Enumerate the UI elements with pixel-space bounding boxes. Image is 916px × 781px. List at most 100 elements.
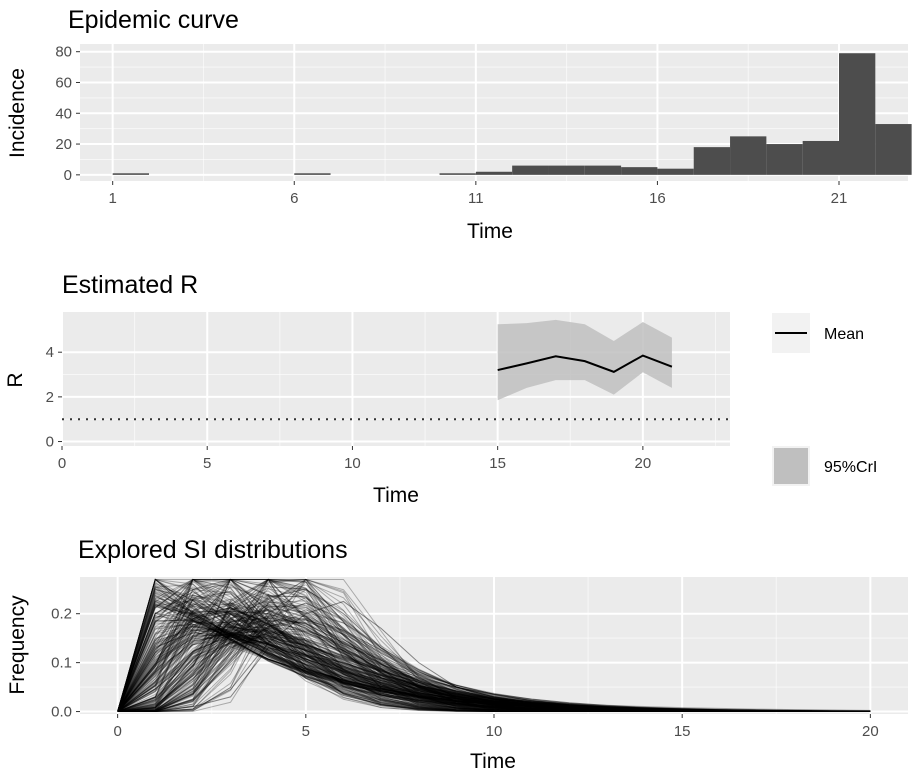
si-curve bbox=[117, 619, 871, 713]
incidence-bar bbox=[730, 136, 767, 175]
si-curve bbox=[117, 578, 871, 713]
si-curve bbox=[117, 588, 871, 713]
si-distributions-y-tick-label: 0.1 bbox=[51, 655, 72, 672]
si-curve bbox=[117, 632, 871, 712]
si-curve bbox=[117, 588, 871, 712]
incidence-bar bbox=[112, 173, 149, 175]
si-curve bbox=[117, 605, 871, 713]
si-curve bbox=[117, 583, 871, 713]
si-curve bbox=[117, 617, 871, 713]
si-curve bbox=[117, 578, 871, 713]
si-curve bbox=[117, 611, 871, 713]
si-curve bbox=[117, 613, 871, 713]
si-curve bbox=[117, 578, 871, 713]
si-curve bbox=[117, 610, 871, 713]
si-curve bbox=[117, 641, 871, 712]
si-curve bbox=[117, 596, 871, 713]
si-curve bbox=[117, 578, 871, 713]
epidemic-curve-y-tick-label: 60 bbox=[55, 74, 72, 91]
legend-95crl-fill-swatch bbox=[774, 448, 808, 484]
si-curve bbox=[117, 610, 871, 713]
incidence-bar bbox=[693, 147, 731, 175]
si-curve-typical bbox=[117, 610, 871, 712]
si-curve bbox=[117, 578, 871, 713]
si-curve bbox=[117, 630, 871, 713]
si-curve bbox=[117, 578, 871, 713]
estimated-r-y-axis-title: R bbox=[4, 372, 27, 387]
si-curve bbox=[117, 600, 871, 712]
si-curve bbox=[117, 594, 871, 712]
si-curve bbox=[117, 615, 871, 712]
si-curve bbox=[117, 603, 871, 713]
si-curve bbox=[117, 630, 871, 712]
si-curve bbox=[117, 602, 871, 712]
si-curve bbox=[117, 585, 871, 712]
si-curve-early-peak bbox=[117, 591, 871, 712]
si-curve bbox=[117, 601, 871, 712]
si-curve bbox=[117, 631, 871, 712]
si-curve bbox=[117, 589, 871, 713]
si-curve bbox=[117, 612, 871, 713]
si-curve bbox=[117, 578, 871, 713]
si-curve bbox=[117, 632, 871, 712]
si-curve bbox=[117, 600, 871, 713]
si-curve bbox=[117, 624, 871, 712]
si-curve bbox=[117, 578, 871, 713]
estimated-r-title: Estimated R bbox=[62, 271, 198, 299]
si-curve bbox=[117, 594, 871, 713]
si-curve bbox=[117, 578, 871, 713]
si-curve bbox=[117, 626, 871, 712]
si-distribution-curves bbox=[117, 578, 871, 713]
si-curve bbox=[117, 578, 871, 713]
si-curve bbox=[117, 578, 871, 713]
si-curve bbox=[117, 578, 871, 713]
si-curve bbox=[117, 612, 871, 713]
si-curve bbox=[117, 622, 871, 713]
si-curve bbox=[117, 637, 871, 712]
si-curve bbox=[117, 592, 871, 712]
si-curve bbox=[117, 588, 871, 713]
si-curve bbox=[117, 594, 871, 713]
si-curve bbox=[117, 625, 871, 712]
si-curve bbox=[117, 625, 871, 712]
epidemic-curve-y-tick-label: 40 bbox=[55, 105, 72, 122]
estimated-r-axes: 0 5 10 15 20 0 2 4 bbox=[46, 344, 652, 472]
si-curve bbox=[117, 586, 871, 713]
si-curve bbox=[117, 599, 871, 712]
si-curve bbox=[117, 623, 871, 713]
si-curve bbox=[117, 604, 871, 713]
si-curve bbox=[117, 578, 871, 713]
si-curve bbox=[117, 604, 871, 712]
mean-r-line bbox=[497, 354, 673, 373]
si-curve bbox=[117, 634, 871, 712]
si-curve bbox=[117, 604, 871, 713]
si-curve bbox=[117, 578, 871, 713]
si-curve bbox=[117, 578, 871, 713]
si-curve bbox=[117, 578, 871, 713]
estimated-r-y-tick-label: 2 bbox=[46, 389, 54, 406]
si-curve bbox=[117, 616, 871, 713]
incidence-bar bbox=[584, 165, 622, 175]
si-curve bbox=[117, 582, 871, 713]
si-curve bbox=[117, 604, 871, 713]
si-curve bbox=[117, 619, 871, 713]
epidemic-curve-y-tick-label: 80 bbox=[55, 44, 72, 61]
si-curve bbox=[117, 620, 871, 712]
estimated-r-x-tick-label: 20 bbox=[635, 455, 652, 472]
si-curve bbox=[117, 632, 871, 713]
si-curve bbox=[117, 578, 871, 713]
si-curve bbox=[117, 586, 871, 713]
si-curve bbox=[117, 614, 871, 713]
si-curve bbox=[117, 633, 871, 712]
si-curve bbox=[117, 578, 871, 712]
si-curve bbox=[117, 617, 871, 713]
si-curve bbox=[117, 606, 871, 713]
si-curve bbox=[117, 584, 871, 713]
si-curve bbox=[117, 578, 871, 713]
si-distributions-title: Explored SI distributions bbox=[78, 536, 348, 564]
si-curve bbox=[117, 587, 871, 713]
si-curve bbox=[117, 591, 871, 713]
si-curve bbox=[117, 603, 871, 713]
si-curve bbox=[117, 578, 871, 713]
si-curve bbox=[117, 615, 871, 713]
